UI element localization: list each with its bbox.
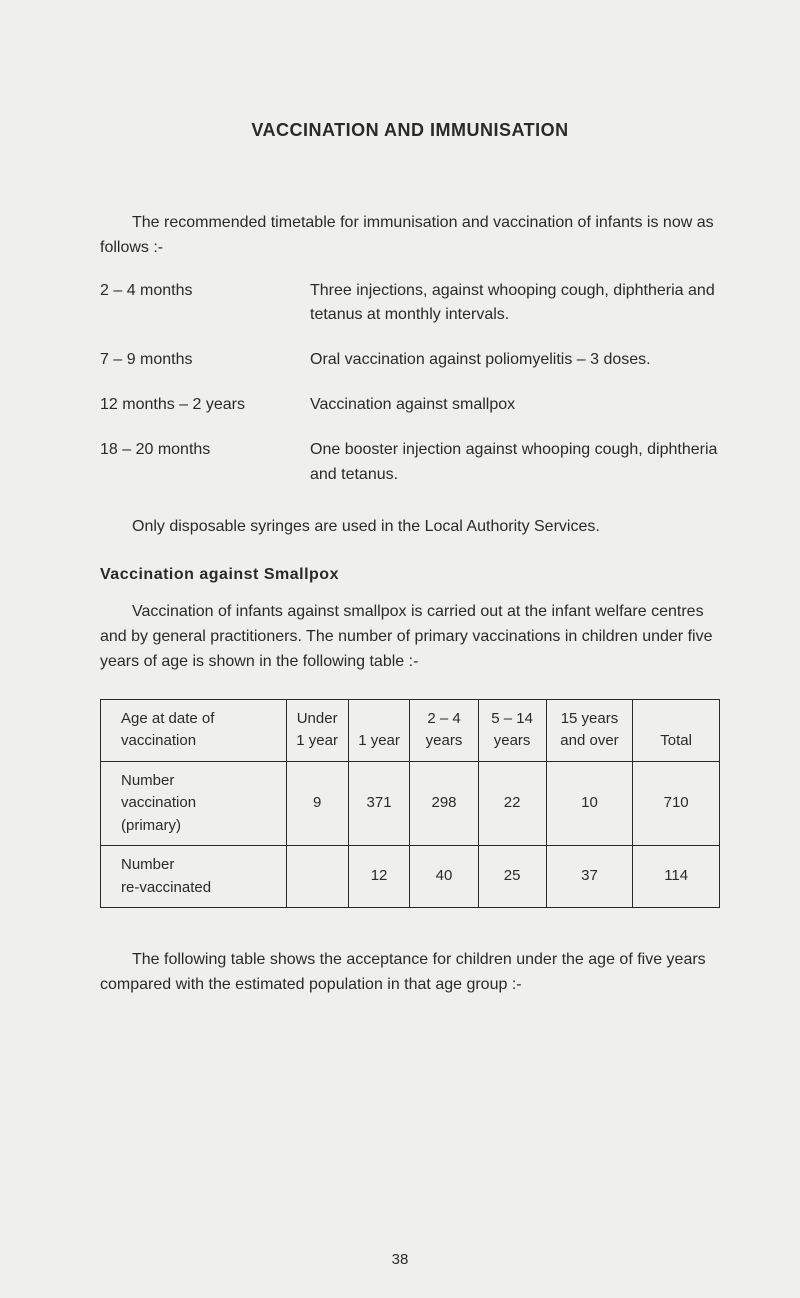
page-title: VACCINATION AND IMMUNISATION xyxy=(100,120,720,141)
schedule-row: 12 months – 2 years Vaccination against … xyxy=(100,393,720,418)
cell: 710 xyxy=(633,761,720,846)
table-row: Number vaccination (primary) 9 371 298 2… xyxy=(101,761,720,846)
schedule-desc: Three injections, against whooping cough… xyxy=(310,279,720,329)
cell: 12 xyxy=(348,846,410,908)
cell: 114 xyxy=(633,846,720,908)
smallpox-paragraph: Vaccination of infants against smallpox … xyxy=(100,600,720,674)
schedule-desc: Vaccination against smallpox xyxy=(310,393,720,418)
schedule-desc: Oral vaccination against poliomyelitis –… xyxy=(310,348,720,373)
cell: 9 xyxy=(286,761,348,846)
header-line2: vaccination xyxy=(121,732,196,749)
col-h2: 1 year xyxy=(296,732,338,749)
schedule-age: 2 – 4 months xyxy=(100,279,310,304)
col-header: 5 – 14 years xyxy=(478,699,546,761)
col-header: Total xyxy=(633,699,720,761)
cell: 37 xyxy=(546,846,633,908)
col-h2: Total xyxy=(660,732,692,749)
col-header: 2 – 4 years xyxy=(410,699,478,761)
col-h1: 5 – 14 xyxy=(491,710,533,727)
schedule-age: 7 – 9 months xyxy=(100,348,310,373)
row-label: Number re-vaccinated xyxy=(101,846,287,908)
schedule-desc: One booster injection against whooping c… xyxy=(310,438,720,488)
col-header: 15 years and over xyxy=(546,699,633,761)
page-number: 38 xyxy=(0,1251,800,1268)
cell: 298 xyxy=(410,761,478,846)
cell: 25 xyxy=(478,846,546,908)
row-label: Number vaccination (primary) xyxy=(101,761,287,846)
col-h1: Under xyxy=(297,710,338,727)
col-h2: and over xyxy=(560,732,618,749)
immunisation-schedule: 2 – 4 months Three injections, against w… xyxy=(100,279,720,488)
col-header: 1 year xyxy=(348,699,410,761)
vaccination-table: Age at date of vaccination Under 1 year … xyxy=(100,699,720,909)
col-h2: years xyxy=(426,732,463,749)
cell xyxy=(286,846,348,908)
col-h2: 1 year xyxy=(358,732,400,749)
table-header-row: Age at date of vaccination Under 1 year … xyxy=(101,699,720,761)
schedule-age: 12 months – 2 years xyxy=(100,393,310,418)
document-page: VACCINATION AND IMMUNISATION The recomme… xyxy=(0,0,800,1298)
cell: 371 xyxy=(348,761,410,846)
col-header: Under 1 year xyxy=(286,699,348,761)
intro-paragraph: The recommended timetable for immunisati… xyxy=(100,211,720,261)
schedule-row: 18 – 20 months One booster injection aga… xyxy=(100,438,720,488)
cell: 10 xyxy=(546,761,633,846)
header-line1: Age at date of xyxy=(121,710,214,727)
table-corner-cell: Age at date of vaccination xyxy=(101,699,287,761)
schedule-age: 18 – 20 months xyxy=(100,438,310,463)
section-subheading: Vaccination against Smallpox xyxy=(100,566,720,584)
schedule-row: 7 – 9 months Oral vaccination against po… xyxy=(100,348,720,373)
cell: 22 xyxy=(478,761,546,846)
cell: 40 xyxy=(410,846,478,908)
col-h1: 15 years xyxy=(561,710,619,727)
table-row: Number re-vaccinated 12 40 25 37 114 xyxy=(101,846,720,908)
col-h2: years xyxy=(494,732,531,749)
col-h1: 2 – 4 xyxy=(427,710,460,727)
schedule-row: 2 – 4 months Three injections, against w… xyxy=(100,279,720,329)
outro-paragraph: The following table shows the acceptance… xyxy=(100,948,720,998)
vaccination-table-wrap: Age at date of vaccination Under 1 year … xyxy=(100,699,720,909)
note-paragraph: Only disposable syringes are used in the… xyxy=(100,515,720,540)
